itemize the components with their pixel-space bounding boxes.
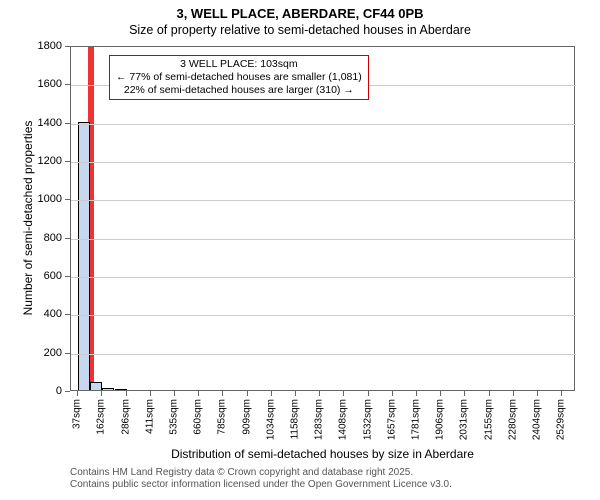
x-tick-label: 162sqm	[96, 399, 107, 435]
x-tick-mark	[440, 391, 441, 396]
x-tick-label: 1657sqm	[386, 399, 397, 440]
x-tick-mark	[368, 391, 369, 396]
x-tick-mark	[513, 391, 514, 396]
y-tick-label: 1200	[22, 155, 62, 167]
y-tick-label: 1800	[22, 40, 62, 52]
x-tick-label: 535sqm	[168, 399, 179, 435]
x-tick-mark	[77, 391, 78, 396]
footer-attribution: Contains HM Land Registry data © Crown c…	[70, 467, 452, 491]
y-tick-label: 400	[22, 308, 62, 320]
x-tick-label: 2404sqm	[531, 399, 542, 440]
x-tick-label: 2031sqm	[459, 399, 470, 440]
gridline	[71, 162, 576, 163]
footer-line2: Contains public sector information licen…	[70, 479, 452, 491]
x-tick-label: 37sqm	[72, 399, 83, 429]
gridline	[71, 354, 576, 355]
gridline	[71, 239, 576, 240]
gridline	[71, 124, 576, 125]
x-tick-mark	[489, 391, 490, 396]
x-tick-mark	[271, 391, 272, 396]
x-tick-mark	[561, 391, 562, 396]
x-tick-label: 660sqm	[193, 399, 204, 435]
y-tick-mark	[65, 391, 70, 392]
gridline	[71, 200, 576, 201]
x-tick-mark	[101, 391, 102, 396]
y-tick-label: 0	[22, 385, 62, 397]
gridline	[71, 277, 576, 278]
y-tick-label: 600	[22, 270, 62, 282]
y-tick-label: 1000	[22, 193, 62, 205]
x-tick-label: 411sqm	[144, 399, 155, 434]
annotation-line3: 22% of semi-detached houses are larger (…	[116, 84, 362, 97]
footer-line1: Contains HM Land Registry data © Crown c…	[70, 467, 452, 479]
x-tick-label: 2155sqm	[483, 399, 494, 440]
x-tick-label: 1034sqm	[265, 399, 276, 440]
x-tick-mark	[247, 391, 248, 396]
y-axis-label: Number of semi-detached properties	[21, 98, 35, 338]
x-tick-mark	[198, 391, 199, 396]
y-tick-label: 200	[22, 347, 62, 359]
x-tick-mark	[174, 391, 175, 396]
x-tick-label: 1158sqm	[289, 399, 300, 439]
x-tick-label: 785sqm	[217, 399, 228, 435]
x-tick-label: 1906sqm	[435, 399, 446, 440]
x-tick-mark	[295, 391, 296, 396]
x-tick-mark	[392, 391, 393, 396]
gridline	[71, 315, 576, 316]
x-tick-label: 1408sqm	[338, 399, 349, 440]
annotation-line2: ← 77% of semi-detached houses are smalle…	[116, 71, 362, 84]
x-tick-label: 1532sqm	[362, 399, 373, 440]
x-tick-label: 1283sqm	[314, 399, 325, 440]
chart-title-line1: 3, WELL PLACE, ABERDARE, CF44 0PB	[0, 0, 600, 21]
annotation-box: 3 WELL PLACE: 103sqm ← 77% of semi-detac…	[109, 55, 369, 100]
x-tick-label: 2280sqm	[507, 399, 518, 440]
y-tick-label: 800	[22, 232, 62, 244]
x-tick-mark	[464, 391, 465, 396]
y-tick-label: 1400	[22, 117, 62, 129]
y-tick-label: 1600	[22, 78, 62, 90]
x-tick-label: 286sqm	[120, 399, 131, 435]
x-tick-mark	[343, 391, 344, 396]
x-tick-mark	[222, 391, 223, 396]
chart-container: 3, WELL PLACE, ABERDARE, CF44 0PB Size o…	[0, 0, 600, 500]
x-tick-mark	[416, 391, 417, 396]
x-axis-label: Distribution of semi-detached houses by …	[70, 447, 575, 461]
x-tick-mark	[150, 391, 151, 396]
x-tick-mark	[537, 391, 538, 396]
histogram-bar	[102, 388, 114, 390]
chart-title-line2: Size of property relative to semi-detach…	[0, 21, 600, 37]
x-tick-label: 909sqm	[241, 399, 252, 435]
annotation-line1: 3 WELL PLACE: 103sqm	[116, 58, 362, 71]
x-tick-label: 1781sqm	[410, 399, 421, 440]
x-tick-label: 2529sqm	[556, 399, 567, 440]
histogram-bar	[115, 389, 127, 390]
plot-area: 3 WELL PLACE: 103sqm ← 77% of semi-detac…	[70, 46, 575, 391]
x-tick-mark	[319, 391, 320, 396]
x-tick-mark	[126, 391, 127, 396]
histogram-bar	[90, 382, 102, 390]
